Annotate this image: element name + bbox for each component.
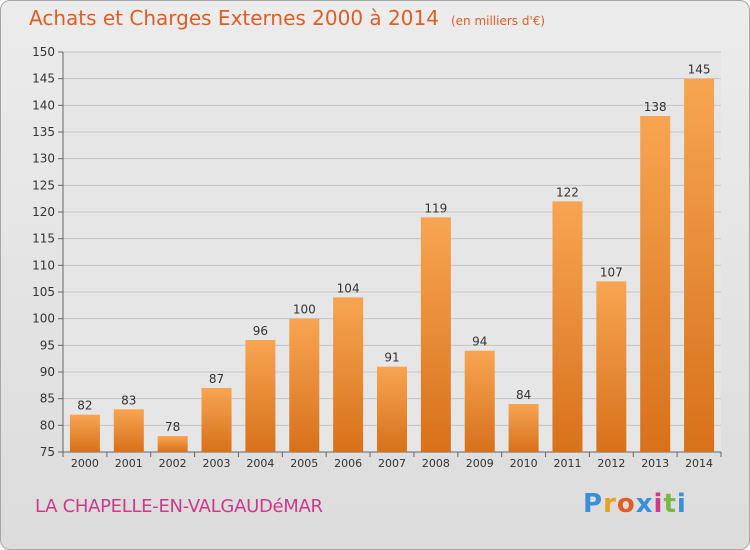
logo-letter: P	[583, 489, 604, 519]
bar	[684, 78, 715, 453]
logo-letter: t	[663, 489, 677, 519]
bars	[69, 78, 715, 453]
x-tick-label: 2002	[159, 457, 187, 470]
y-tick-label: 95	[40, 338, 55, 352]
bar	[464, 350, 495, 452]
data-label: 145	[688, 63, 711, 77]
y-tick-label: 110	[32, 258, 55, 272]
y-tick-label: 135	[32, 125, 55, 139]
y-tick-label: 80	[40, 418, 55, 432]
y-tick-label: 75	[40, 445, 55, 459]
logo-letter: r	[603, 489, 617, 519]
x-tick-label: 2011	[553, 457, 581, 470]
location-name: LA CHAPELLE-EN-VALGAUDéMAR	[35, 496, 323, 517]
x-tick-label: 2013	[641, 457, 669, 470]
y-tick-label: 100	[32, 312, 55, 326]
bar	[508, 404, 539, 452]
y-tick-label: 105	[32, 285, 55, 299]
bar	[157, 436, 188, 452]
chart-unit: (en milliers d'€)	[450, 14, 546, 28]
data-label: 91	[384, 351, 399, 365]
data-label: 78	[165, 420, 180, 434]
bar	[596, 281, 627, 452]
bar	[69, 414, 100, 452]
x-tick-label: 2003	[203, 457, 231, 470]
x-tick-label: 2006	[334, 457, 362, 470]
bar	[333, 297, 364, 452]
data-label: 122	[556, 185, 579, 199]
y-tick-label: 130	[32, 152, 55, 166]
data-labels: 82 83 78 87 96 100 104 91 119 94 84 122 107 138 145	[77, 63, 710, 434]
proxiti-logo: Proxiti	[583, 489, 687, 519]
x-tick-label: 2004	[246, 457, 274, 470]
y-tick-label: 120	[32, 205, 55, 219]
logo-letter: i	[676, 489, 687, 519]
data-label: 138	[644, 100, 667, 114]
x-tick-label: 2008	[422, 457, 450, 470]
y-tick-label: 140	[32, 98, 55, 112]
bar	[552, 201, 583, 452]
data-label: 107	[600, 265, 623, 279]
bar	[377, 366, 407, 452]
y-tick-label: 150	[32, 45, 55, 59]
data-label: 84	[516, 388, 531, 402]
x-tick-label: 2012	[597, 457, 625, 470]
y-tick-label: 90	[40, 365, 55, 379]
data-label: 82	[77, 399, 92, 413]
y-tick-label: 145	[32, 72, 55, 86]
x-tick-label: 2009	[466, 457, 494, 470]
y-tick-label: 85	[40, 392, 55, 406]
chart-title: Achats et Charges Externes 2000 à 2014 (e…	[29, 6, 546, 30]
data-label: 96	[253, 324, 268, 338]
bar	[113, 409, 144, 452]
data-label: 94	[472, 335, 487, 349]
x-tick-label: 2001	[115, 457, 143, 470]
bar	[289, 318, 320, 452]
data-label: 87	[209, 372, 224, 386]
x-tick-label: 2010	[510, 457, 538, 470]
logo-letter: x	[635, 489, 654, 519]
bar	[640, 116, 671, 452]
data-label: 83	[121, 393, 136, 407]
data-label: 100	[293, 303, 316, 317]
x-tick-label: 2005	[290, 457, 318, 470]
bar	[201, 388, 232, 452]
data-label: 104	[337, 281, 360, 295]
x-tick-label: 2014	[685, 457, 713, 470]
data-label: 119	[424, 201, 447, 215]
bar	[245, 340, 276, 452]
x-tick-label: 2000	[71, 457, 99, 470]
logo-letter: i	[653, 489, 664, 519]
bar	[420, 217, 451, 452]
logo-letter: o	[616, 489, 636, 519]
y-tick-label: 125	[32, 178, 55, 192]
y-tick-label: 115	[32, 232, 55, 246]
x-tick-label: 2007	[378, 457, 406, 470]
